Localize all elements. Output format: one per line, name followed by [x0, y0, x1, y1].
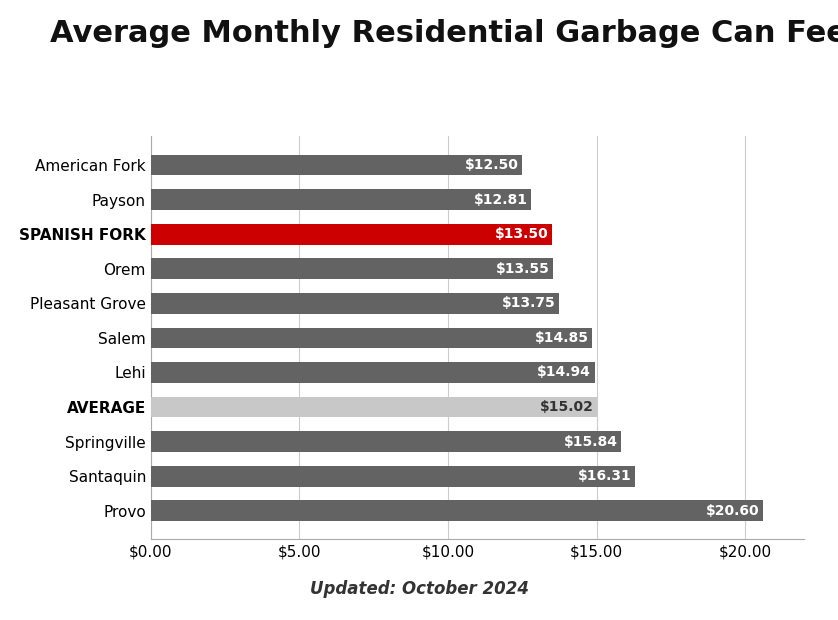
Text: $13.50: $13.50: [494, 227, 548, 241]
Bar: [151, 259, 553, 279]
Text: $20.60: $20.60: [706, 503, 759, 518]
Bar: [151, 362, 595, 383]
Bar: [151, 500, 763, 521]
Text: $12.81: $12.81: [473, 193, 528, 206]
Bar: [151, 466, 635, 487]
Text: $13.55: $13.55: [496, 262, 550, 276]
Bar: [151, 327, 592, 348]
Text: $13.75: $13.75: [502, 296, 556, 311]
Bar: [151, 397, 597, 417]
Bar: [151, 155, 522, 175]
Text: $15.02: $15.02: [540, 400, 593, 414]
Text: $15.84: $15.84: [564, 435, 618, 449]
Text: $14.85: $14.85: [535, 331, 588, 345]
Text: Updated: October 2024: Updated: October 2024: [309, 580, 529, 598]
Bar: [151, 293, 560, 314]
Text: Average Monthly Residential Garbage Can Fee: Average Monthly Residential Garbage Can …: [50, 19, 838, 48]
Text: $12.50: $12.50: [465, 158, 519, 172]
Text: $16.31: $16.31: [578, 469, 632, 483]
Bar: [151, 432, 622, 452]
Bar: [151, 224, 552, 244]
Bar: [151, 189, 531, 210]
Text: $14.94: $14.94: [537, 365, 591, 379]
